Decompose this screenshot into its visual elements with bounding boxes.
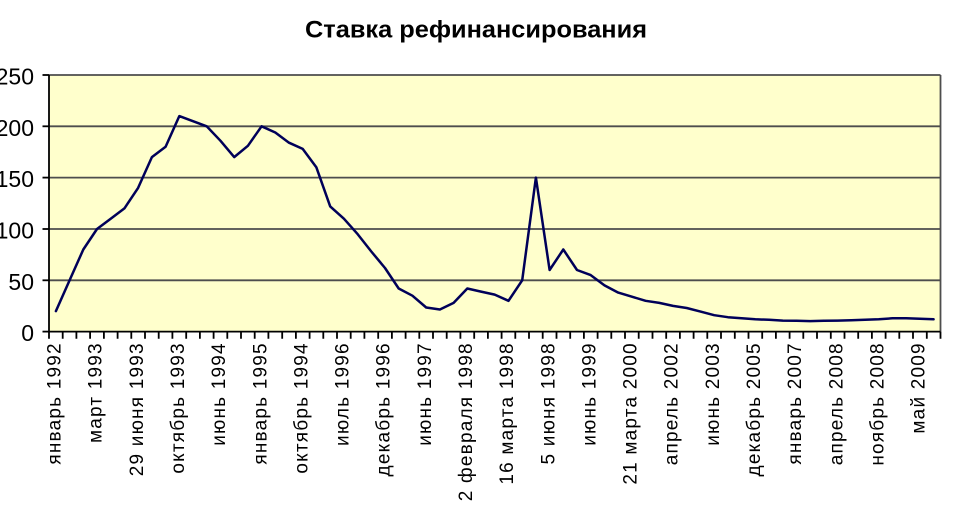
svg-text:июнь 1999: июнь 1999 (579, 342, 600, 446)
svg-text:29 июня 1993: 29 июня 1993 (127, 342, 148, 476)
svg-text:50: 50 (8, 269, 34, 295)
svg-text:150: 150 (0, 166, 34, 192)
svg-text:5 июня 1998: 5 июня 1998 (538, 342, 559, 464)
svg-text:апрель 2002: апрель 2002 (662, 342, 683, 465)
svg-text:0: 0 (21, 320, 34, 346)
svg-text:100: 100 (0, 218, 34, 244)
svg-text:декабрь 2005: декабрь 2005 (744, 342, 765, 476)
svg-text:октябрь 1993: октябрь 1993 (168, 342, 189, 473)
svg-text:июль 1996: июль 1996 (333, 342, 354, 446)
svg-text:январь 1992: январь 1992 (45, 342, 66, 464)
svg-text:ноябрь 2008: ноябрь 2008 (867, 342, 888, 465)
svg-text:21 марта 2000: 21 марта 2000 (621, 342, 642, 484)
svg-text:октябрь 1994: октябрь 1994 (291, 342, 312, 473)
svg-text:май 2009: май 2009 (909, 342, 930, 433)
svg-text:200: 200 (0, 115, 34, 141)
svg-text:декабрь 1996: декабрь 1996 (374, 342, 395, 476)
svg-text:Ставка рефинансирования: Ставка рефинансирования (305, 16, 647, 43)
svg-text:июнь 1997: июнь 1997 (415, 342, 436, 446)
svg-text:250: 250 (0, 64, 34, 90)
svg-text:июнь 2003: июнь 2003 (703, 342, 724, 446)
svg-text:март 1993: март 1993 (86, 342, 107, 443)
svg-text:2 февраля 1998: 2 февраля 1998 (456, 342, 477, 501)
svg-text:16 марта 1998: 16 марта 1998 (497, 342, 518, 484)
svg-text:апрель 2008: апрель 2008 (826, 342, 847, 465)
svg-text:июнь 1994: июнь 1994 (209, 342, 230, 446)
svg-text:январь 2007: январь 2007 (785, 342, 806, 464)
svg-text:январь 1995: январь 1995 (250, 342, 271, 464)
